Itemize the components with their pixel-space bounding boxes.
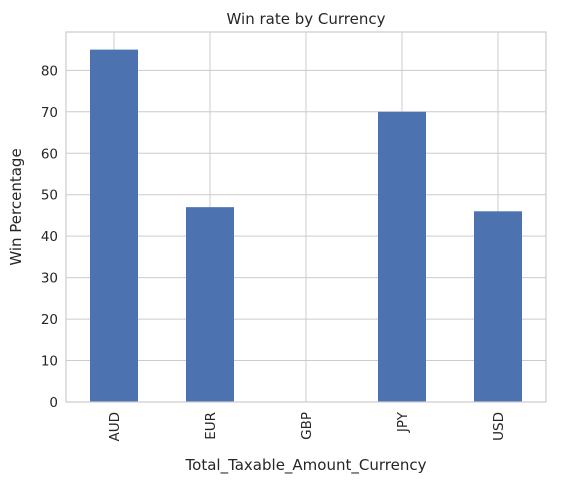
x-tick-label: USD (491, 412, 507, 441)
bar-eur (186, 207, 234, 402)
x-tick-label: AUD (107, 412, 123, 442)
y-tick-label: 80 (41, 63, 58, 79)
y-tick-label: 10 (41, 354, 58, 370)
bar-usd (474, 211, 522, 402)
y-tick-label: 20 (41, 312, 58, 328)
y-axis-label: Win Percentage (7, 148, 25, 265)
x-tick-label: EUR (203, 412, 219, 440)
y-tick-label: 30 (41, 271, 58, 287)
chart-title: Win rate by Currency (227, 10, 386, 28)
y-tick-label: 0 (49, 395, 58, 411)
y-tick-label: 60 (41, 146, 58, 162)
x-tick-label: GBP (299, 412, 315, 440)
y-tick-label: 40 (41, 229, 58, 245)
y-tick-label: 50 (41, 188, 58, 204)
x-axis-label: Total_Taxable_Amount_Currency (185, 456, 427, 475)
bars (90, 49, 522, 402)
bar-aud (90, 49, 138, 402)
y-tick-label: 70 (41, 105, 58, 121)
plot-frame (65, 31, 547, 403)
bar-jpy (378, 111, 426, 402)
x-tick-labels: AUD EUR GBP JPY USD (107, 411, 507, 441)
x-tick-label: JPY (395, 411, 411, 433)
y-tick-labels: 0 10 20 30 40 50 60 70 80 (41, 63, 58, 411)
